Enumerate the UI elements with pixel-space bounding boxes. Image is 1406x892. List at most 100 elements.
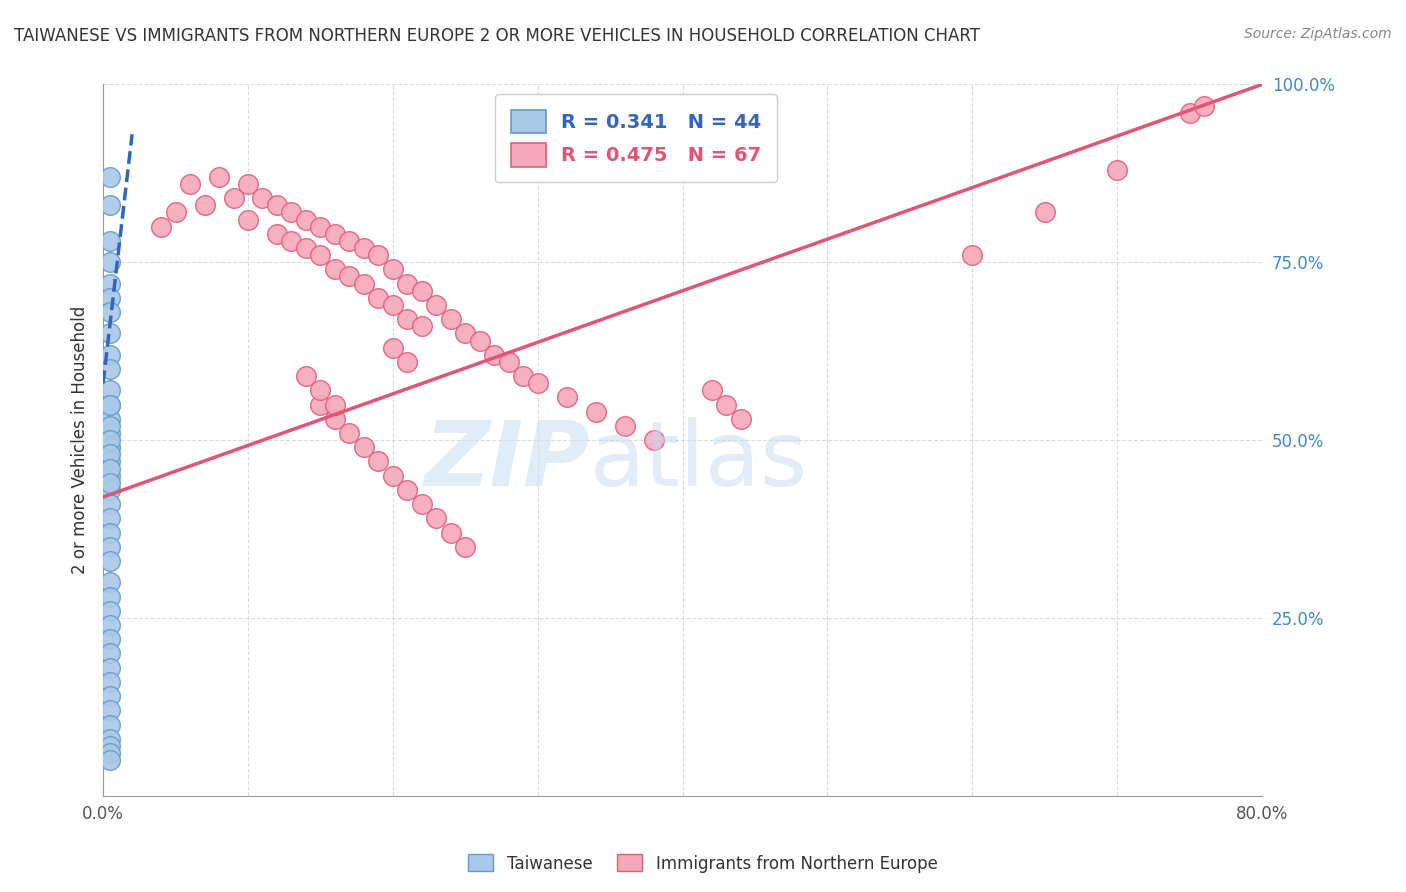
Text: Source: ZipAtlas.com: Source: ZipAtlas.com bbox=[1244, 27, 1392, 41]
Point bbox=[309, 384, 332, 398]
Point bbox=[396, 312, 419, 326]
Point bbox=[100, 418, 122, 433]
Point bbox=[100, 703, 122, 717]
Point bbox=[643, 433, 665, 447]
Point bbox=[100, 575, 122, 590]
Point bbox=[100, 326, 122, 341]
Point bbox=[367, 291, 389, 305]
Point bbox=[100, 554, 122, 568]
Point bbox=[222, 191, 245, 205]
Point bbox=[100, 234, 122, 248]
Point bbox=[100, 384, 122, 398]
Point bbox=[468, 334, 491, 348]
Point bbox=[252, 191, 274, 205]
Point bbox=[100, 525, 122, 540]
Point bbox=[100, 362, 122, 376]
Point bbox=[425, 511, 447, 525]
Point bbox=[498, 355, 520, 369]
Point bbox=[100, 440, 122, 454]
Point bbox=[100, 169, 122, 184]
Point bbox=[100, 348, 122, 362]
Point bbox=[353, 241, 375, 255]
Point bbox=[280, 205, 302, 219]
Point bbox=[100, 291, 122, 305]
Point bbox=[179, 177, 201, 191]
Point bbox=[100, 739, 122, 753]
Point bbox=[484, 348, 506, 362]
Point bbox=[411, 284, 433, 298]
Point bbox=[100, 411, 122, 425]
Point bbox=[396, 483, 419, 497]
Point bbox=[295, 212, 318, 227]
Point bbox=[440, 525, 463, 540]
Point bbox=[323, 411, 346, 425]
Y-axis label: 2 or more Vehicles in Household: 2 or more Vehicles in Household bbox=[72, 306, 89, 574]
Point bbox=[100, 661, 122, 675]
Point bbox=[100, 497, 122, 511]
Point bbox=[339, 425, 361, 440]
Point bbox=[100, 746, 122, 760]
Point bbox=[411, 319, 433, 334]
Point bbox=[1033, 205, 1056, 219]
Point bbox=[1178, 106, 1201, 120]
Point bbox=[100, 753, 122, 767]
Point bbox=[295, 241, 318, 255]
Point bbox=[150, 219, 173, 234]
Point bbox=[367, 248, 389, 262]
Point bbox=[1192, 99, 1215, 113]
Point bbox=[100, 468, 122, 483]
Point bbox=[512, 369, 534, 384]
Point bbox=[266, 227, 288, 241]
Point bbox=[309, 248, 332, 262]
Point bbox=[100, 717, 122, 731]
Point bbox=[208, 169, 231, 184]
Point bbox=[309, 398, 332, 412]
Point bbox=[100, 632, 122, 647]
Point bbox=[100, 540, 122, 554]
Point bbox=[396, 277, 419, 291]
Point bbox=[339, 269, 361, 284]
Point bbox=[266, 198, 288, 212]
Point bbox=[193, 198, 215, 212]
Point bbox=[555, 391, 578, 405]
Text: TAIWANESE VS IMMIGRANTS FROM NORTHERN EUROPE 2 OR MORE VEHICLES IN HOUSEHOLD COR: TAIWANESE VS IMMIGRANTS FROM NORTHERN EU… bbox=[14, 27, 980, 45]
Point bbox=[454, 540, 477, 554]
Point bbox=[100, 398, 122, 412]
Point bbox=[339, 234, 361, 248]
Point bbox=[236, 177, 259, 191]
Point bbox=[381, 341, 404, 355]
Point bbox=[309, 219, 332, 234]
Point bbox=[440, 312, 463, 326]
Point bbox=[353, 440, 375, 454]
Point bbox=[100, 425, 122, 440]
Legend: Taiwanese, Immigrants from Northern Europe: Taiwanese, Immigrants from Northern Euro… bbox=[461, 847, 945, 880]
Point bbox=[100, 604, 122, 618]
Point bbox=[323, 262, 346, 277]
Point bbox=[100, 675, 122, 690]
Point bbox=[613, 418, 636, 433]
Point bbox=[962, 248, 984, 262]
Point bbox=[100, 511, 122, 525]
Point bbox=[100, 447, 122, 461]
Point bbox=[381, 298, 404, 312]
Point bbox=[100, 398, 122, 412]
Point bbox=[100, 731, 122, 746]
Point bbox=[714, 398, 737, 412]
Point bbox=[295, 369, 318, 384]
Point bbox=[100, 689, 122, 703]
Point bbox=[100, 305, 122, 319]
Point bbox=[100, 198, 122, 212]
Point bbox=[730, 411, 752, 425]
Point bbox=[236, 212, 259, 227]
Point bbox=[100, 255, 122, 269]
Point bbox=[100, 454, 122, 468]
Point bbox=[100, 461, 122, 475]
Point bbox=[323, 398, 346, 412]
Point bbox=[323, 227, 346, 241]
Point bbox=[381, 468, 404, 483]
Point bbox=[100, 433, 122, 447]
Point bbox=[1107, 162, 1129, 177]
Point bbox=[100, 475, 122, 490]
Point bbox=[454, 326, 477, 341]
Text: ZIP: ZIP bbox=[425, 417, 591, 506]
